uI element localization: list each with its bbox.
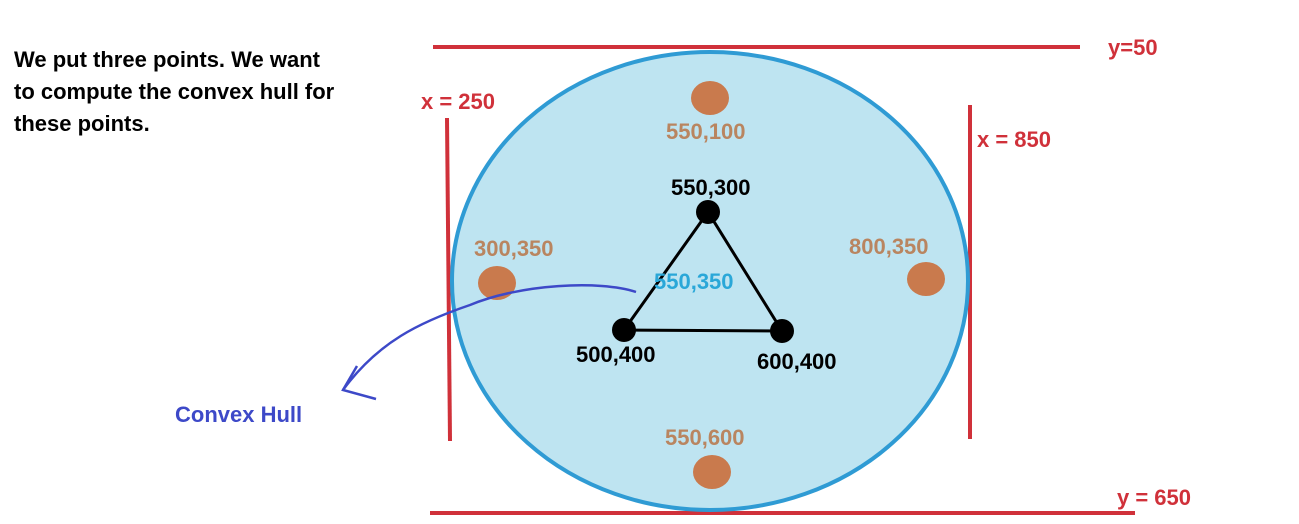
top-boundary-label: y=50 bbox=[1108, 35, 1158, 60]
outer-label-left: 300,350 bbox=[474, 236, 554, 261]
hull-triangle bbox=[621, 209, 785, 333]
triangle-label-right: 600,400 bbox=[757, 349, 837, 374]
left-boundary-label: x = 250 bbox=[421, 89, 495, 114]
hull-arrow-head bbox=[341, 365, 377, 401]
left-boundary-line bbox=[445, 117, 452, 442]
bottom-boundary-label: y = 650 bbox=[1117, 485, 1191, 510]
right-boundary-label: x = 850 bbox=[977, 127, 1051, 152]
outer-point-right bbox=[907, 262, 945, 296]
outer-point-left bbox=[478, 266, 516, 300]
triangle-label-top: 550,300 bbox=[671, 175, 751, 200]
outer-point-bottom bbox=[693, 455, 731, 489]
enclosing-circle bbox=[450, 50, 970, 512]
triangle-point-left bbox=[612, 318, 636, 342]
outer-label-top: 550,100 bbox=[666, 119, 746, 144]
hull-arrow bbox=[341, 284, 637, 391]
convex-hull-label: Convex Hull bbox=[175, 402, 302, 427]
center-label: 550,350 bbox=[654, 269, 734, 294]
outer-label-bottom: 550,600 bbox=[665, 425, 745, 450]
outer-label-right: 800,350 bbox=[849, 234, 929, 259]
outer-point-top bbox=[691, 81, 729, 115]
triangle-point-right bbox=[770, 319, 794, 343]
triangle-point-top bbox=[696, 200, 720, 224]
intro-text: We put three points. We want to compute … bbox=[14, 47, 335, 136]
triangle-label-left: 500,400 bbox=[576, 342, 656, 367]
